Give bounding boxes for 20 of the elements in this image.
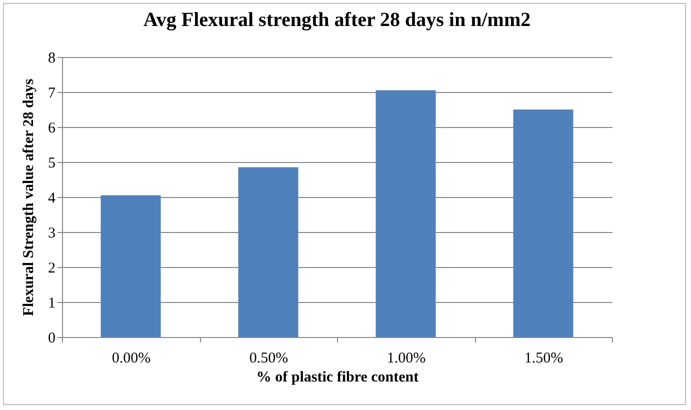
x-tick-label: 0.00% bbox=[112, 350, 151, 366]
x-tick-label: 1.00% bbox=[386, 350, 426, 366]
bar bbox=[100, 195, 161, 337]
y-tick-label: 1 bbox=[48, 296, 56, 312]
y-tick-label: 8 bbox=[48, 50, 56, 66]
y-tick-label: 2 bbox=[48, 260, 56, 276]
bar bbox=[238, 167, 298, 337]
y-tick-label: 4 bbox=[48, 190, 56, 206]
y-tick-label: 0 bbox=[48, 330, 56, 346]
x-tick-label: 1.50% bbox=[524, 350, 564, 366]
y-tick-label: 6 bbox=[48, 120, 56, 136]
y-tick-label: 3 bbox=[48, 226, 56, 242]
y-tick-label: 7 bbox=[48, 86, 56, 102]
y-tick-label: 5 bbox=[48, 156, 56, 172]
x-axis-title: % of plastic fibre content bbox=[256, 370, 419, 386]
chart-title: Avg Flexural strength after 28 days in n/mm2 bbox=[143, 9, 531, 31]
bar bbox=[376, 90, 436, 337]
bar bbox=[513, 110, 574, 337]
y-axis-title: Flexural Strength value after 28 days bbox=[21, 78, 37, 316]
x-tick-label: 0.50% bbox=[249, 350, 288, 366]
